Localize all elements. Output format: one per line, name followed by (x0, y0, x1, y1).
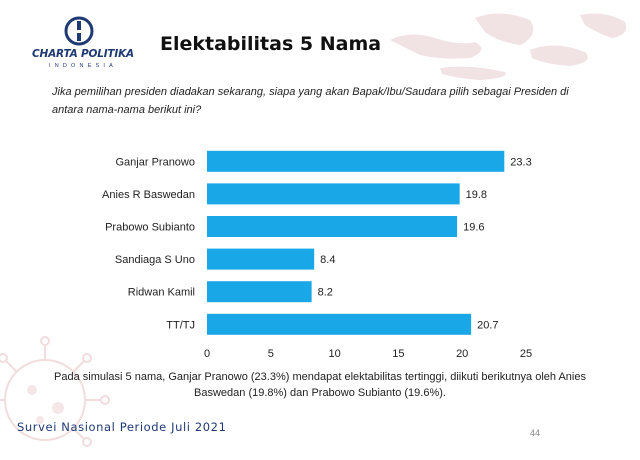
charta-politika-logo: CHARTA POLITIKA INDONESIA (22, 16, 144, 76)
map-watermark (390, 13, 627, 80)
bar-ridwan-kamil (207, 281, 312, 303)
x-tick-label-5: 5 (268, 348, 274, 360)
bar-tt-tj (207, 313, 472, 335)
category-label-sandiaga-s-uno: Sandiaga S Uno (115, 254, 195, 266)
category-label-anies-r-baswedan: Anies R Baswedan (102, 189, 195, 201)
summary-line-1: Pada simulasi 5 nama, Ganjar Pranowo (23… (54, 371, 586, 383)
category-label-tt-tj: TT/TJ (166, 319, 195, 331)
footer-survey-period: Survei Nasional Periode Juli 2021 (17, 420, 227, 434)
logo-name: CHARTA POLITIKA (32, 48, 134, 60)
x-tick-label-0: 0 (204, 348, 210, 360)
value-label-ridwan-kamil: 8.2 (318, 287, 333, 299)
survey-question: Jika pemilihan presiden diadakan sekaran… (52, 86, 569, 116)
category-label-ganjar-pranowo: Ganjar Pranowo (116, 156, 196, 168)
page-number: 44 (530, 428, 541, 438)
bar-anies-r-baswedan (207, 183, 460, 205)
value-label-prabowo-subianto: 19.6 (463, 222, 484, 234)
page-title: Elektabilitas 5 Nama (160, 33, 382, 55)
value-label-sandiaga-s-uno: 8.4 (320, 254, 335, 266)
logo-mark-icon (64, 16, 94, 46)
x-tick-label-15: 15 (392, 348, 404, 360)
bar-ganjar-pranowo (207, 150, 505, 172)
x-tick-label-20: 20 (456, 348, 468, 360)
value-label-tt-tj: 20.7 (477, 319, 498, 331)
category-label-prabowo-subianto: Prabowo Subianto (105, 222, 195, 234)
summary-text: Pada simulasi 5 nama, Ganjar Pranowo (23… (40, 369, 600, 401)
summary-line-2: Baswedan (19.8%) dan Prabowo Subianto (1… (194, 387, 446, 399)
bar-prabowo-subianto (207, 216, 458, 237)
x-tick-label-10: 10 (328, 348, 340, 360)
virus-watermark (0, 336, 110, 447)
value-label-ganjar-pranowo: 23.3 (510, 156, 531, 168)
value-label-anies-r-baswedan: 19.8 (466, 189, 487, 201)
logo-subtitle: INDONESIA (48, 63, 118, 69)
x-tick-label-25: 25 (520, 348, 532, 360)
category-label-ridwan-kamil: Ridwan Kamil (128, 287, 195, 299)
bar-sandiaga-s-uno (207, 248, 315, 270)
